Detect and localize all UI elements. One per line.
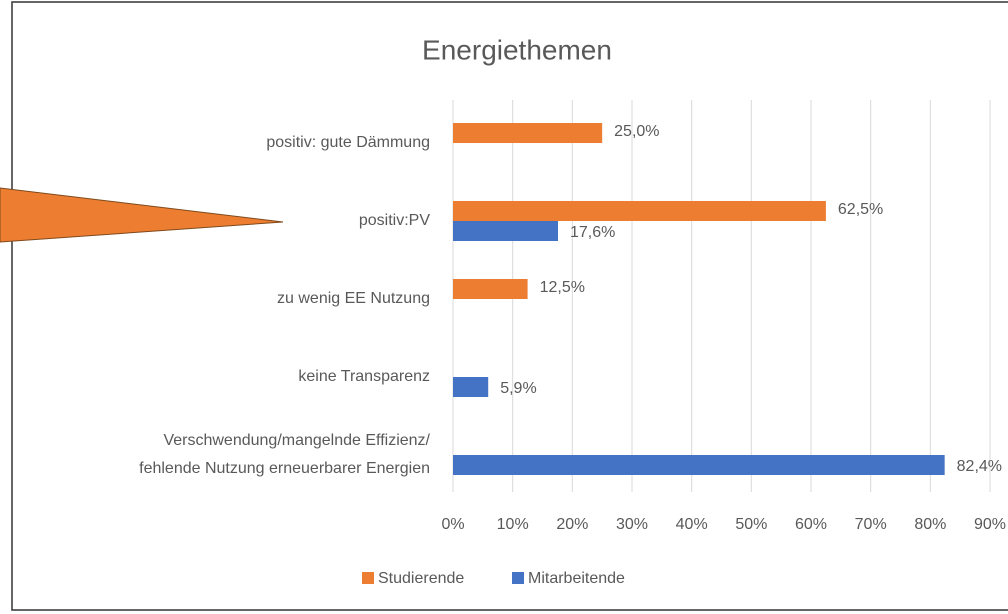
callout-arrow bbox=[0, 187, 284, 243]
x-tick-label: 30% bbox=[616, 516, 648, 533]
x-tick-label: 80% bbox=[914, 516, 946, 533]
x-tick-label: 50% bbox=[735, 516, 767, 533]
y-tick-label: keine Transparenz bbox=[298, 368, 430, 385]
y-tick-label: Verschwendung/mangelnde Effizienz/fehlen… bbox=[139, 432, 430, 477]
bar bbox=[453, 201, 826, 221]
x-tick-label: 70% bbox=[855, 516, 887, 533]
legend-swatch bbox=[512, 572, 524, 584]
x-tick-label: 0% bbox=[441, 516, 464, 533]
legend-swatch bbox=[362, 572, 374, 584]
x-tick-label: 10% bbox=[497, 516, 529, 533]
x-tick-label: 40% bbox=[676, 516, 708, 533]
bar bbox=[453, 377, 489, 397]
x-tick-label: 90% bbox=[974, 516, 1006, 533]
chart-frame bbox=[11, 1, 1008, 611]
y-tick-label: positiv: gute Dämmung bbox=[266, 134, 430, 151]
chart-title: Energiethemen bbox=[422, 34, 612, 65]
data-label: 25,0% bbox=[614, 123, 659, 140]
bar bbox=[453, 279, 528, 299]
legend-label: Studierende bbox=[378, 570, 464, 587]
data-label: 82,4% bbox=[957, 458, 1002, 475]
data-label: 17,6% bbox=[570, 224, 615, 241]
bar bbox=[453, 123, 603, 143]
data-label: 62,5% bbox=[838, 201, 883, 218]
bar bbox=[453, 221, 559, 241]
data-label: 12,5% bbox=[540, 279, 585, 296]
x-tick-label: 20% bbox=[556, 516, 588, 533]
data-label: 5,9% bbox=[500, 380, 536, 397]
x-tick-label: 60% bbox=[795, 516, 827, 533]
bar bbox=[453, 455, 945, 475]
y-tick-label: zu wenig EE Nutzung bbox=[277, 290, 430, 307]
y-tick-label: positiv:PV bbox=[359, 212, 430, 229]
legend-label: Mitarbeitende bbox=[528, 570, 625, 587]
